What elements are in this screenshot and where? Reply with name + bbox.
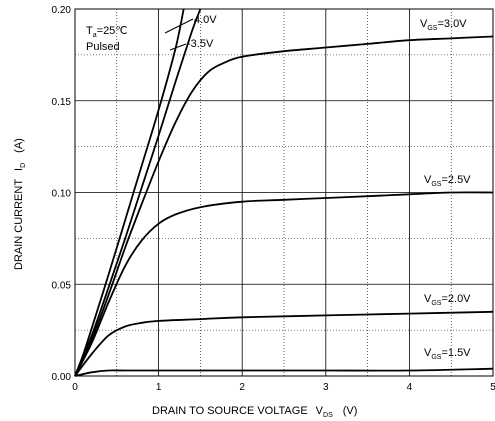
x-tick-label: 1 (156, 382, 162, 393)
x-tick-label: 2 (239, 382, 245, 393)
y-tick-label: 0.20 (52, 5, 72, 16)
series-label-vgs-3-5: -3.5V (187, 38, 214, 50)
series-line-3 (74, 191, 494, 377)
series-label-vgs-2-5: VGS=2.5V (424, 174, 471, 188)
condition-temperature-label: Ta=25℃ (86, 25, 128, 39)
series-label-vgs-2-0: VGS=2.0V (424, 293, 471, 307)
series-label-vgs-4-0: 4.0V (194, 14, 217, 26)
condition-pulsed-label: Pulsed (86, 41, 120, 53)
grid (74, 8, 494, 377)
y-tick-label: 0.00 (52, 372, 72, 383)
leader-line-vgs-3-5 (169, 43, 187, 51)
leader-line-vgs-4-0 (164, 18, 194, 34)
series-label-vgs-1-5: VGS=1.5V (424, 347, 471, 361)
tick-layer: 0 1 2 3 4 5 0.00 0.05 0.10 0.15 0.20 (52, 5, 495, 393)
series-line-2 (74, 35, 494, 377)
y-tick-label: 0.15 (52, 97, 72, 108)
series-line-1 (74, 8, 202, 377)
x-tick-label: 0 (72, 382, 78, 393)
series-line-4 (74, 310, 494, 377)
series-line-5 (74, 367, 494, 377)
x-axis-label: DRAIN TO SOURCE VOLTAGE VDS (V) (152, 405, 357, 419)
y-tick-label: 0.05 (52, 280, 72, 291)
series-line-0 (74, 8, 185, 377)
series-layer (74, 8, 494, 377)
x-tick-label: 3 (323, 382, 329, 393)
x-tick-label: 5 (490, 382, 495, 393)
y-axis-label: DRAIN CURRENTID(A) (13, 138, 27, 270)
y-tick-label: 0.10 (52, 189, 72, 200)
x-tick-label: 4 (407, 382, 413, 393)
series-labels: 4.0V -3.5V VGS=3.0V VGS=2.5V VGS=2.0V VG… (164, 14, 471, 361)
series-label-vgs-3-0: VGS=3.0V (420, 18, 467, 32)
